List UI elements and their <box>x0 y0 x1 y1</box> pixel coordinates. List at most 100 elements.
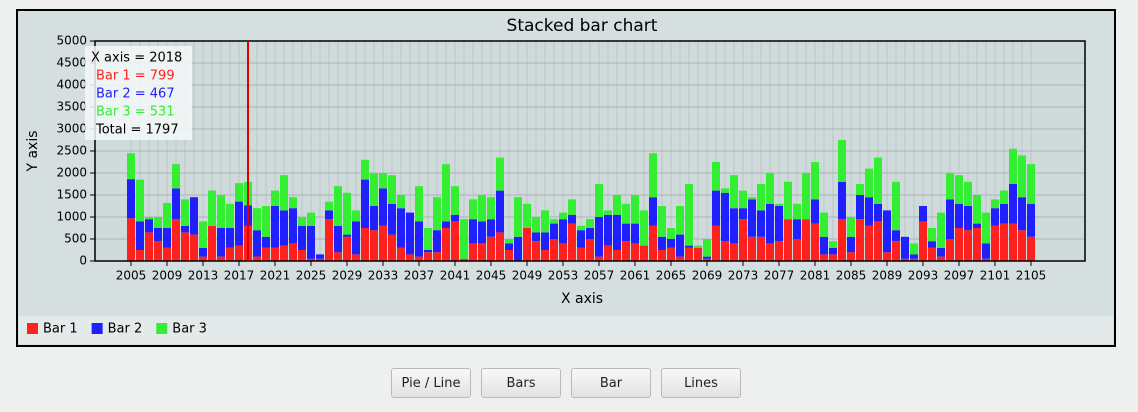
bar-segment <box>748 197 756 200</box>
bar-segment <box>676 256 684 261</box>
bar-segment <box>190 234 198 261</box>
bar-segment <box>991 208 999 226</box>
bar-segment <box>874 221 882 261</box>
bar-segment <box>271 190 279 206</box>
bar-segment <box>352 221 360 255</box>
bar-segment <box>307 212 315 226</box>
bar-segment <box>694 245 702 248</box>
bar-segment <box>685 184 693 246</box>
bar-segment <box>784 219 792 261</box>
bar-segment <box>478 195 486 222</box>
x-tick-label: 2085 <box>836 269 867 283</box>
bar-segment <box>217 195 225 228</box>
bar-segment <box>199 256 207 261</box>
bar-segment <box>199 247 207 257</box>
bar-segment <box>622 223 630 242</box>
bar-segment <box>919 221 927 261</box>
bar-segment <box>811 223 819 261</box>
bar-segment <box>271 247 279 261</box>
x-tick-label: 2045 <box>476 269 507 283</box>
bar-segment <box>1009 223 1017 261</box>
bar-segment <box>253 256 261 261</box>
y-tick-label: 0 <box>79 254 87 268</box>
x-tick-label: 2025 <box>296 269 327 283</box>
bar-segment <box>136 250 144 261</box>
x-tick-label: 2061 <box>620 269 651 283</box>
button[interactable]: Lines <box>661 368 741 398</box>
bar-segment <box>712 162 720 191</box>
x-tick-label: 2081 <box>800 269 831 283</box>
bar-segment <box>541 250 549 261</box>
x-tick-label: 2037 <box>404 269 435 283</box>
plot-border <box>94 40 1086 262</box>
bar-segment <box>127 153 135 180</box>
bar-segment <box>298 217 306 226</box>
bar-segment <box>721 192 729 242</box>
tooltip-line: Bar 1 = 799 <box>96 69 175 84</box>
y-tick-label: 1000 <box>56 210 87 224</box>
bar-segment <box>307 225 315 259</box>
bar-segment <box>838 140 846 182</box>
bar-segment <box>721 188 729 193</box>
y-tick-label: 4000 <box>56 78 87 92</box>
legend-label: Bar 2 <box>108 322 143 337</box>
x-axis-label: X axis <box>561 291 603 307</box>
bar-segment <box>280 175 288 211</box>
x-tick-label: 2069 <box>692 269 723 283</box>
bar-segment <box>469 243 477 261</box>
bar-segment <box>973 223 981 228</box>
bar-segment <box>1009 184 1017 224</box>
bar-segment <box>730 243 738 261</box>
bar-segment <box>928 247 936 261</box>
bar-segment <box>172 219 180 261</box>
bar-segment <box>505 239 513 244</box>
bar-segment <box>766 243 774 261</box>
bar-segment <box>487 197 495 220</box>
bar-segment <box>532 241 540 261</box>
x-tick-label: 2101 <box>980 269 1011 283</box>
bar-segment <box>586 228 594 239</box>
bar-segment <box>289 208 297 244</box>
bar-segment <box>514 197 522 237</box>
bar-segment <box>172 188 180 220</box>
bar-segment <box>874 157 882 204</box>
bar-segment <box>649 153 657 198</box>
x-tick-label: 2073 <box>728 269 759 283</box>
bar-segment <box>757 184 765 211</box>
bar-segment <box>352 254 360 261</box>
bar-segment <box>604 210 612 215</box>
bar-segment <box>388 234 396 261</box>
button[interactable]: Bar <box>571 368 651 398</box>
bar-segment <box>829 254 837 261</box>
bar-segment <box>577 225 585 231</box>
bar-segment <box>559 212 567 220</box>
bar-segment <box>667 247 675 261</box>
bar-segment <box>1018 230 1026 261</box>
bar-segment <box>649 225 657 261</box>
bar-segment <box>442 164 450 222</box>
bar-segment <box>199 221 207 248</box>
bar-segment <box>820 254 828 261</box>
tooltip-line: Bar 3 = 531 <box>96 105 175 120</box>
bar-segment <box>982 243 990 259</box>
bar-segment <box>208 190 216 226</box>
x-tick-label: 2089 <box>872 269 903 283</box>
bar-segment <box>487 236 495 261</box>
bar-segment <box>955 228 963 261</box>
bar-segment <box>613 214 621 250</box>
bar-segment <box>595 217 603 257</box>
bar-segment <box>892 241 900 261</box>
bar-segment <box>388 175 396 204</box>
bar-segment <box>1027 203 1035 237</box>
bar-segment <box>649 197 657 226</box>
bar-segment <box>712 225 720 261</box>
x-tick-label: 2105 <box>1016 269 1047 283</box>
bar-segment <box>739 219 747 261</box>
bar-segment <box>379 188 387 226</box>
button[interactable]: Bars <box>481 368 561 398</box>
bar-segment <box>433 230 441 253</box>
bar-segment <box>658 236 666 250</box>
bar-segment <box>955 203 963 228</box>
bar-segment <box>937 256 945 261</box>
button[interactable]: Pie / Line <box>391 368 471 398</box>
